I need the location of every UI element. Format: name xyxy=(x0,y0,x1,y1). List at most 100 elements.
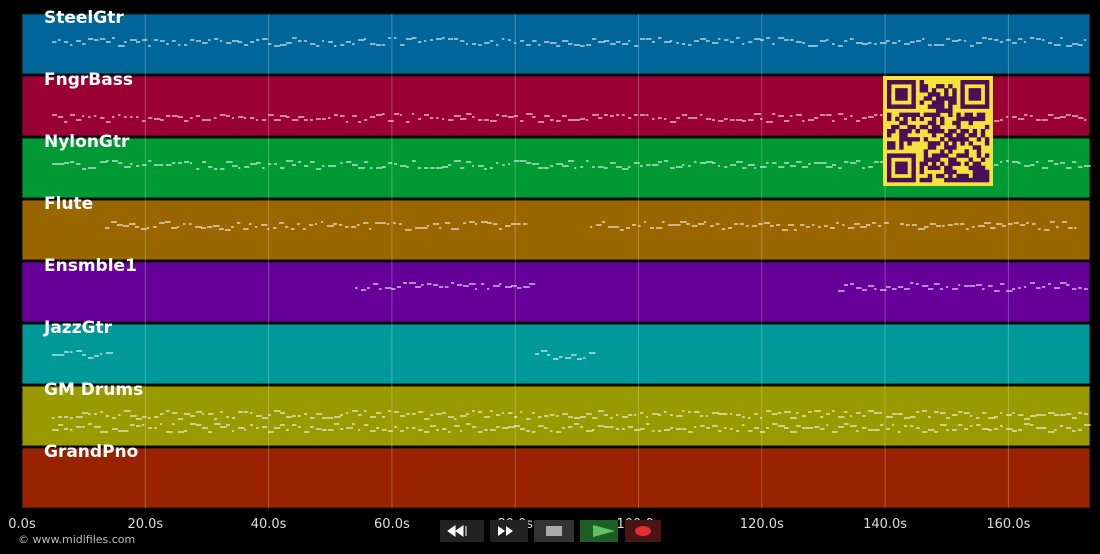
qr-module xyxy=(940,120,945,126)
qr-module xyxy=(935,157,941,162)
qr-module xyxy=(895,165,900,171)
qr-module xyxy=(887,104,892,109)
qr-module xyxy=(903,137,908,142)
qr-module xyxy=(956,173,961,179)
qr-module xyxy=(944,169,949,175)
qr-module xyxy=(952,157,957,162)
qr-module xyxy=(948,84,953,89)
qr-module xyxy=(976,145,982,150)
track-name: NylonGtr xyxy=(44,132,130,152)
qr-module xyxy=(984,88,990,93)
qr-module xyxy=(919,177,925,183)
time-tick-label: 40.0s xyxy=(251,517,287,532)
qr-module xyxy=(923,124,929,130)
qr-module xyxy=(895,177,900,183)
qr-module xyxy=(927,157,933,162)
time-tick-label: 160.0s xyxy=(986,517,1030,532)
qr-module xyxy=(976,149,982,154)
qr-module xyxy=(931,141,937,146)
qr-module xyxy=(984,84,990,89)
qr-module xyxy=(927,128,933,134)
qr-module xyxy=(952,92,957,97)
qr-module xyxy=(968,104,973,109)
qr-module xyxy=(907,153,912,158)
qr-module xyxy=(931,104,937,109)
qr-module xyxy=(911,124,916,130)
qr-module xyxy=(968,165,973,171)
qr-module xyxy=(903,92,908,97)
qr-module xyxy=(935,153,941,158)
qr-module xyxy=(923,177,929,183)
qr-module xyxy=(919,84,925,89)
qr-module xyxy=(931,112,937,118)
qr-module xyxy=(976,92,982,97)
qr-module xyxy=(944,141,949,146)
qr-module xyxy=(968,120,973,126)
qr-module xyxy=(887,153,892,158)
qr-module xyxy=(944,153,949,158)
qr-module xyxy=(903,80,908,85)
qr-module xyxy=(952,96,957,101)
qr-module xyxy=(948,108,953,113)
qr-module xyxy=(891,141,896,146)
qr-module xyxy=(887,88,892,93)
qr-module xyxy=(944,165,949,171)
qr-module xyxy=(931,161,937,166)
qr-module xyxy=(935,108,941,113)
note-strip xyxy=(105,221,412,231)
qr-module xyxy=(891,124,896,130)
qr-module xyxy=(948,128,953,134)
qr-module xyxy=(984,124,990,130)
qr-module xyxy=(895,104,900,109)
qr-module xyxy=(899,104,904,109)
qr-module xyxy=(911,92,916,97)
qr-module xyxy=(964,149,969,154)
qr-module xyxy=(960,80,965,85)
qr-module xyxy=(944,133,949,138)
qr-module xyxy=(899,96,904,101)
time-tick-label: 60.0s xyxy=(374,517,410,532)
qr-module xyxy=(919,165,925,171)
qr-module xyxy=(972,133,978,138)
qr-module xyxy=(980,169,986,175)
track-name: GrandPno xyxy=(44,442,138,462)
qr-module xyxy=(923,96,929,101)
track-name: Ensmble1 xyxy=(44,256,137,276)
qr-module xyxy=(952,137,957,142)
qr-module xyxy=(903,104,908,109)
qr-module xyxy=(927,92,933,97)
qr-module xyxy=(980,133,986,138)
qr-module xyxy=(960,92,965,97)
qr-module xyxy=(891,104,896,109)
qr-module xyxy=(968,133,973,138)
qr-module xyxy=(972,80,978,85)
track-name: GM Drums xyxy=(44,380,143,400)
qr-module xyxy=(891,153,896,158)
qr-module xyxy=(931,100,937,105)
qr-module xyxy=(948,100,953,105)
track-lane xyxy=(21,261,1091,323)
qr-module xyxy=(972,128,978,134)
qr-module xyxy=(935,173,941,179)
qr-module xyxy=(887,165,892,171)
qr-module xyxy=(960,104,965,109)
qr-module xyxy=(903,96,908,101)
qr-module xyxy=(984,141,990,146)
qr-module xyxy=(899,137,904,142)
qr-module xyxy=(935,141,941,146)
qr-module xyxy=(956,120,961,126)
qr-module xyxy=(952,161,957,166)
qr-module xyxy=(907,112,912,118)
qr-module xyxy=(940,137,945,142)
qr-module xyxy=(984,137,990,142)
time-tick-label: 20.0s xyxy=(127,517,163,532)
qr-module xyxy=(960,133,965,138)
qr-module xyxy=(944,177,949,183)
qr-module xyxy=(948,169,953,175)
note-strip xyxy=(52,410,1088,420)
qr-module xyxy=(931,124,937,130)
qr-module xyxy=(952,128,957,134)
qr-module xyxy=(887,128,892,134)
qr-module xyxy=(964,153,969,158)
